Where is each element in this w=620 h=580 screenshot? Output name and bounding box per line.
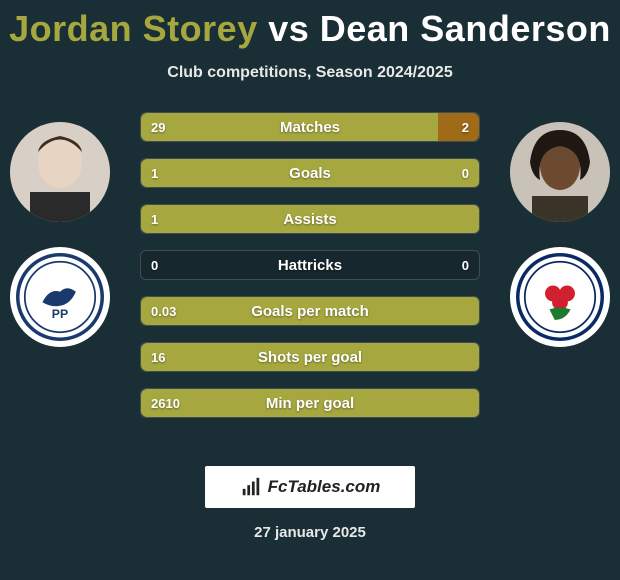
page-title: Jordan Storey vs Dean Sanderson [0,0,620,50]
stat-label: Goals [141,159,479,187]
stat-label: Hattricks [141,251,479,279]
crest-icon [516,253,604,341]
svg-text:PP: PP [52,307,68,321]
brand-badge: FcTables.com [205,466,415,508]
stat-row: 292Matches [140,112,480,142]
brand-text: FcTables.com [268,477,381,497]
crest-icon: PP [16,253,104,341]
player-photo-left [10,122,110,222]
chart-icon [240,476,262,498]
player-photo-right [510,122,610,222]
title-player-right: Dean Sanderson [320,8,611,49]
title-player-left: Jordan Storey [9,8,258,49]
stat-row: 16Shots per goal [140,342,480,372]
stat-row: 2610Min per goal [140,388,480,418]
stat-label: Assists [141,205,479,233]
club-badge-left: PP [10,247,110,347]
stat-label: Goals per match [141,297,479,325]
club-badge-right [510,247,610,347]
stat-row: 10Goals [140,158,480,188]
date-text: 27 january 2025 [0,524,620,541]
stat-row: 0.03Goals per match [140,296,480,326]
stat-label: Min per goal [141,389,479,417]
comparison-region: PP 292Matches 10Goals 1Assists 00Hattricks 0… [0,112,620,452]
stat-row: 00Hattricks [140,250,480,280]
stat-row: 1Assists [140,204,480,234]
avatar-icon [10,122,110,222]
stat-bars: 292Matches 10Goals 1Assists 00Hattricks 0.03… [140,112,480,434]
subtitle: Club competitions, Season 2024/2025 [0,64,620,82]
stat-label: Shots per goal [141,343,479,371]
stat-label: Matches [141,113,479,141]
avatar-icon [510,122,610,222]
title-vs: vs [258,8,320,49]
